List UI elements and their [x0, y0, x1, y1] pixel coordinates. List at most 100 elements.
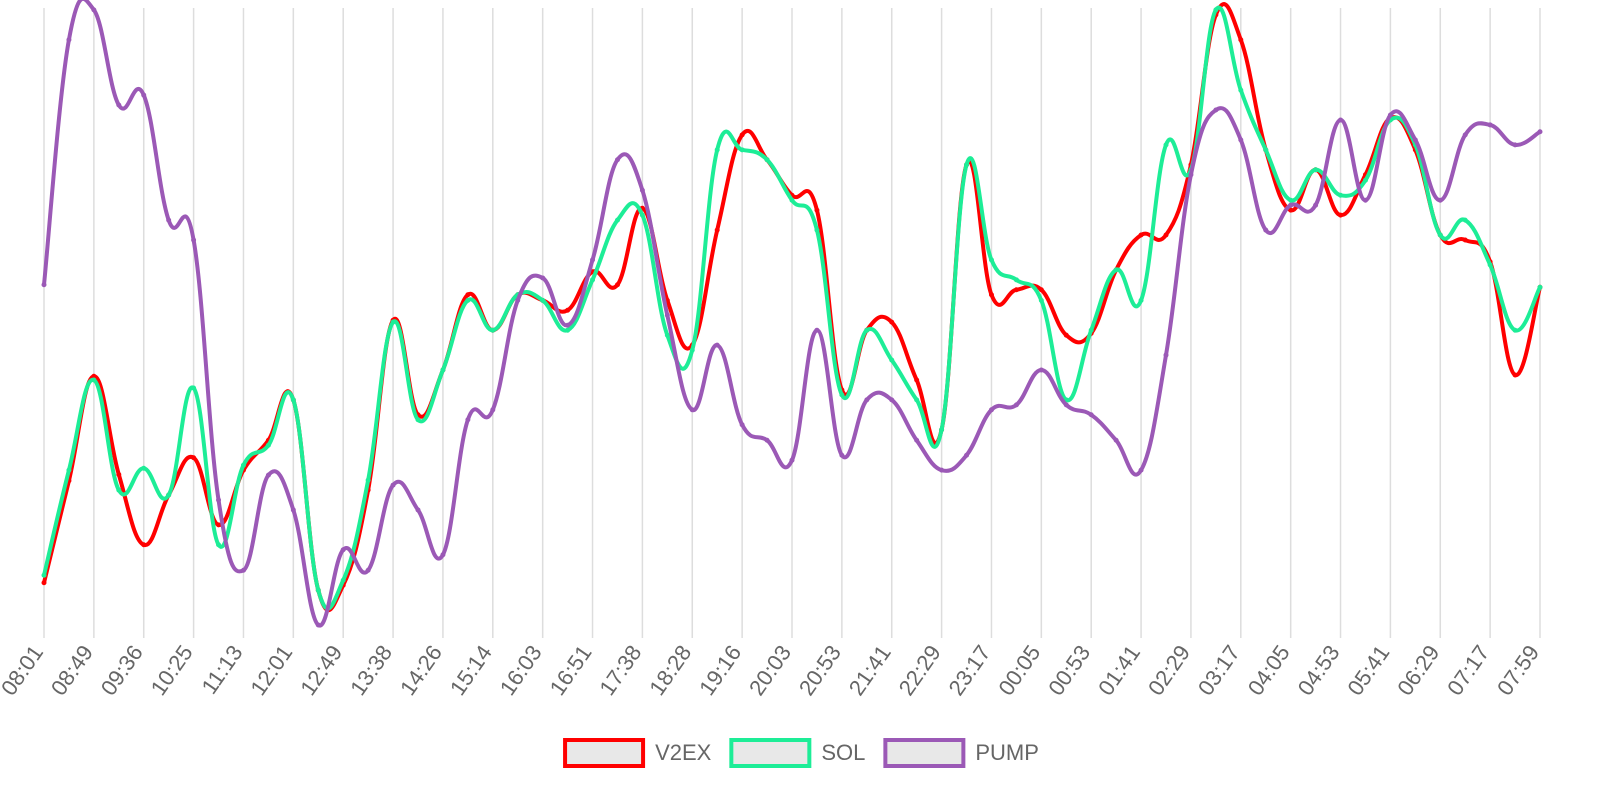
point: [1138, 232, 1144, 238]
point: [839, 392, 845, 398]
point: [764, 157, 770, 163]
x-tick-label: 00:05: [993, 641, 1045, 700]
point: [540, 275, 546, 281]
x-tick-label: 03:17: [1193, 641, 1245, 700]
point: [565, 327, 571, 333]
x-tick-label: 20:53: [794, 641, 846, 700]
point: [964, 162, 970, 168]
x-tick-label: 02:29: [1143, 641, 1195, 700]
point: [490, 407, 496, 413]
point: [141, 465, 147, 471]
point: [540, 297, 546, 303]
point: [1462, 237, 1468, 243]
point: [116, 472, 122, 477]
point: [714, 342, 720, 348]
point: [415, 417, 421, 423]
point: [1113, 267, 1119, 273]
x-tick-label: 12:49: [295, 641, 347, 700]
x-tick-label: 16:51: [545, 641, 597, 700]
point: [1537, 129, 1543, 135]
point: [515, 297, 521, 303]
x-tick-label: 17:38: [594, 641, 646, 700]
point: [1213, 7, 1219, 13]
point: [1362, 197, 1368, 203]
point: [116, 102, 122, 108]
point: [764, 437, 770, 443]
x-tick-label: 07:59: [1492, 641, 1544, 700]
point: [639, 212, 645, 218]
point: [191, 385, 197, 391]
point: [1338, 212, 1344, 218]
point: [191, 237, 197, 243]
point: [440, 552, 446, 558]
x-tick-label: 14:26: [395, 641, 447, 700]
point: [240, 567, 246, 573]
point: [1263, 227, 1269, 233]
point: [839, 452, 845, 458]
point: [1238, 37, 1244, 43]
point: [1113, 437, 1119, 443]
point: [91, 377, 97, 383]
point: [315, 587, 321, 593]
point: [1512, 142, 1518, 148]
point: [1387, 112, 1393, 118]
point: [166, 217, 172, 223]
point: [41, 572, 47, 578]
point: [614, 157, 620, 163]
point: [1512, 327, 1518, 333]
point: [1487, 262, 1493, 268]
point: [864, 327, 870, 333]
point: [41, 580, 47, 586]
point: [191, 455, 197, 461]
point: [1338, 117, 1344, 123]
x-tick-label: 18:28: [644, 641, 696, 700]
point: [1038, 367, 1044, 373]
point: [565, 322, 571, 328]
point: [988, 257, 994, 263]
point: [1038, 287, 1044, 293]
x-tick-label: 08:49: [46, 641, 98, 700]
x-tick-label: 15:14: [445, 641, 497, 700]
point: [440, 367, 446, 373]
point: [864, 397, 870, 403]
point: [1313, 202, 1319, 208]
point: [739, 147, 745, 153]
point: [590, 277, 596, 283]
point: [116, 487, 122, 493]
point: [914, 437, 920, 443]
point: [1013, 402, 1019, 408]
x-tick-label: 19:16: [694, 641, 746, 700]
point: [1163, 232, 1169, 238]
legend-label: SOL: [821, 740, 865, 765]
point: [1188, 172, 1194, 178]
point: [689, 407, 695, 413]
series-line: [42, 5, 1542, 611]
point: [1437, 232, 1443, 238]
point: [91, 7, 97, 13]
point: [664, 332, 670, 338]
x-tick-label: 13:38: [345, 641, 397, 700]
point: [1288, 207, 1294, 213]
x-tick-label: 09:36: [96, 641, 148, 700]
legend-label: PUMP: [975, 740, 1039, 765]
point: [614, 217, 620, 223]
x-tick-label: 06:29: [1392, 641, 1444, 700]
point: [889, 397, 895, 403]
point: [1487, 122, 1493, 128]
point: [141, 92, 147, 98]
point: [889, 357, 895, 363]
x-tick-label: 22:29: [894, 641, 946, 700]
point: [216, 542, 222, 548]
x-tick-label: 00:53: [1043, 641, 1095, 700]
point: [1313, 167, 1319, 173]
point: [714, 147, 720, 153]
point: [390, 482, 396, 488]
x-tick-label: 20:03: [744, 641, 796, 700]
point: [814, 327, 820, 333]
point: [465, 417, 471, 423]
point: [639, 187, 645, 193]
point: [166, 492, 172, 498]
point: [265, 442, 271, 448]
point: [1338, 192, 1344, 198]
point: [1013, 277, 1019, 283]
